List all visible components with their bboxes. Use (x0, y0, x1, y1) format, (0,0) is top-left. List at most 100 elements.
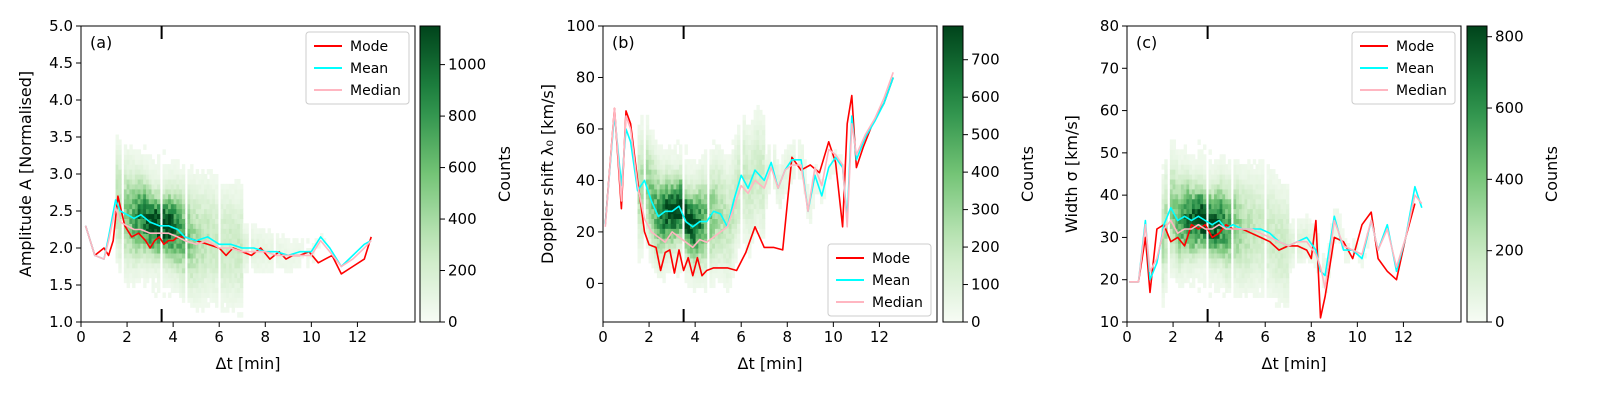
heatmap-cell (1161, 287, 1165, 293)
heatmap-cell (170, 257, 175, 264)
heatmap-cell (300, 243, 305, 249)
heatmap-cell (245, 238, 249, 244)
heatmap-cell (1180, 267, 1185, 274)
heatmap-cell (1321, 282, 1326, 289)
heatmap-cell (1247, 282, 1251, 289)
heatmap-cell (734, 252, 738, 259)
heatmap-cell (212, 252, 216, 259)
heatmap-cell (695, 262, 699, 269)
heatmap-cell (748, 203, 752, 210)
heatmap-cell (731, 139, 735, 145)
heatmap-cell (701, 233, 705, 239)
heatmap-cell (123, 149, 128, 155)
heatmap-cell (1222, 243, 1226, 249)
heatmap-cell (148, 208, 153, 215)
heatmap-cell (1227, 183, 1232, 190)
heatmap-cell (187, 213, 191, 219)
heatmap-cell (659, 154, 664, 160)
heatmap-cell (1197, 139, 1201, 145)
heatmap-cell (234, 267, 238, 274)
heatmap-cell (665, 262, 669, 269)
heatmap-cell (137, 272, 142, 279)
heatmap-cell (206, 223, 211, 229)
heatmap-cell (195, 292, 200, 298)
heatmap-cell (1236, 228, 1240, 234)
heatmap-cell (720, 248, 724, 254)
heatmap-cell (703, 262, 708, 269)
heatmap-cell (173, 169, 177, 175)
heatmap-cell (292, 248, 296, 254)
heatmap-cell (1233, 178, 1237, 185)
heatmap-cell (148, 252, 153, 259)
heatmap-cell (151, 238, 155, 244)
heatmap-cell (300, 238, 305, 244)
heatmap-cell (759, 213, 763, 219)
heatmap-cell (1341, 228, 1345, 234)
heatmap-cell (297, 243, 302, 249)
heatmap-cell (676, 208, 680, 215)
heatmap-cell (168, 282, 172, 289)
heatmap-cell (237, 252, 241, 259)
heatmap-cell (648, 233, 652, 239)
heatmap-cell (228, 262, 233, 269)
heatmap-cell (162, 282, 166, 289)
heatmap-cell (1266, 243, 1270, 249)
heatmap-cell (781, 193, 785, 200)
heatmap-cell (1258, 267, 1262, 274)
heatmap-cell (1178, 282, 1182, 289)
heatmap-cell (1161, 267, 1165, 274)
heatmap-cell (651, 262, 655, 269)
heatmap-cell (181, 169, 186, 175)
heatmap-cell (1283, 257, 1287, 264)
heatmap-cell (1189, 159, 1193, 165)
heatmap-cell (1169, 188, 1174, 195)
heatmap-cell (1241, 223, 1246, 229)
heatmap-cell (1172, 139, 1176, 145)
heatmap-cell (745, 149, 749, 155)
heatmap-cell (1214, 159, 1218, 165)
heatmap-cell (226, 208, 230, 215)
heatmap-cell (187, 238, 191, 244)
heatmap-cell (1222, 267, 1226, 274)
heatmap-cell (223, 198, 227, 205)
heatmap-cell (806, 188, 810, 195)
heatmap-cell (656, 164, 661, 170)
heatmap-cell (115, 154, 119, 160)
heatmap-cell (1175, 272, 1179, 279)
heatmap-cell (289, 262, 294, 269)
heatmap-cell (201, 193, 205, 200)
heatmap-cell (162, 257, 166, 264)
heatmap-cell (659, 243, 664, 249)
heatmap-cell (1216, 193, 1221, 200)
heatmap-cell (808, 203, 813, 210)
heatmap-cell (687, 248, 691, 254)
heatmap-cell (1252, 282, 1257, 289)
heatmap-cell (195, 282, 200, 289)
heatmap-cell (201, 233, 205, 239)
heatmap-cell (176, 174, 180, 180)
heatmap-cell (176, 164, 180, 170)
heatmap-cell (209, 213, 213, 219)
heatmap-cell (123, 252, 128, 259)
heatmap-cell (187, 248, 191, 254)
heatmap-cell (1219, 193, 1223, 200)
heatmap-cell (1183, 208, 1188, 215)
heatmap-cell (1208, 282, 1212, 289)
heatmap-cell (690, 213, 694, 219)
heatmap-cell (1283, 252, 1287, 259)
heatmap-cell (1277, 233, 1282, 239)
heatmap-cell (1200, 159, 1204, 165)
heatmap-cell (168, 248, 172, 254)
heatmap-cell (1274, 218, 1279, 224)
heatmap-cell (750, 119, 755, 126)
heatmap-cell (209, 297, 213, 303)
heatmap-cell (1211, 267, 1215, 274)
heatmap-cell (750, 159, 755, 165)
heatmap-cell (701, 208, 705, 215)
heatmap-cell (1214, 272, 1218, 279)
heatmap-cell (132, 164, 136, 170)
heatmap-cell (1225, 238, 1229, 244)
heatmap-cell (275, 233, 280, 239)
heatmap-cell (264, 238, 269, 244)
heatmap-cell (1180, 257, 1185, 264)
